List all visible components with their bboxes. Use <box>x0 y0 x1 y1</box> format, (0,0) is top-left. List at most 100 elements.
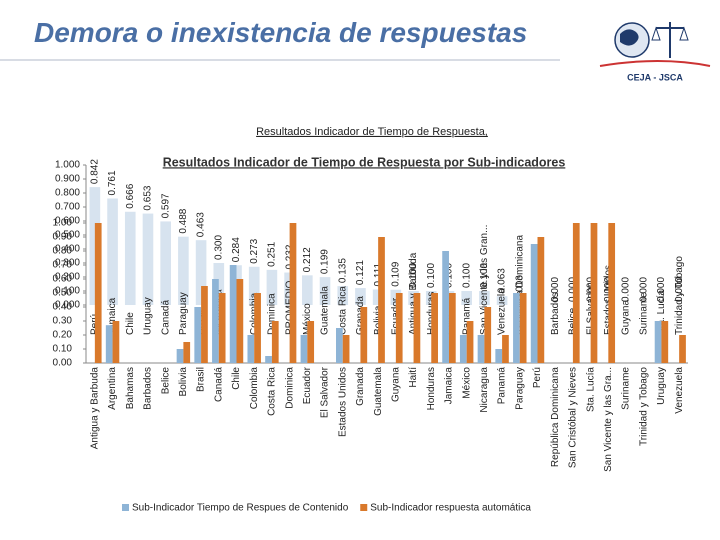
x-tick-label: Paraguay <box>514 367 525 410</box>
y-tick-label: 0.600 <box>55 216 80 227</box>
y-tick-label: 0.100 <box>55 286 80 297</box>
bar <box>661 321 669 363</box>
data-label: 0.463 <box>196 212 207 237</box>
bar <box>378 237 385 363</box>
y-tick-label: 0.900 <box>55 174 80 185</box>
x-tick-label: Argentina <box>107 367 118 410</box>
bar <box>459 335 467 363</box>
data-label: 0.273 <box>249 238 260 263</box>
bar <box>319 277 331 305</box>
bar <box>448 293 456 363</box>
bar <box>94 223 102 363</box>
data-label: 0.000 <box>656 277 667 302</box>
y-tick-label: 0.00 <box>53 358 73 369</box>
bar <box>495 349 503 363</box>
bar <box>342 335 350 363</box>
data-label: 0.666 <box>125 183 136 208</box>
data-label: 0.000 <box>550 277 561 302</box>
legend-swatch <box>360 504 368 511</box>
bar <box>266 269 278 305</box>
x-tick-label: Panamá <box>497 367 508 405</box>
data-label: 0.842 <box>89 159 100 184</box>
x-tick-label: Guatemala <box>373 367 384 416</box>
y-tick-label: 0.200 <box>55 272 80 283</box>
data-label: 0.000 <box>638 277 649 302</box>
x-tick-label: Barbados <box>143 367 154 410</box>
bar <box>89 187 101 305</box>
bar <box>124 211 136 305</box>
y-tick-label: 0.40 <box>53 302 73 313</box>
data-label: 0.100 <box>426 263 437 288</box>
x-tick-label: Suriname <box>621 367 632 410</box>
data-label: 0.199 <box>320 249 331 274</box>
y-tick-label: 0.30 <box>53 316 73 327</box>
data-label: 0.100 <box>408 263 419 288</box>
x-tick-label: Bahamas <box>125 367 136 409</box>
bar <box>254 293 261 363</box>
bar <box>442 251 449 363</box>
bar <box>513 293 520 363</box>
x-tick-label: Bolivia <box>178 367 189 397</box>
bar-category-label: Sta. Lucía <box>656 290 667 335</box>
slide-title: Demora o inexistencia de respuestas <box>34 17 527 48</box>
bar <box>247 335 255 363</box>
bar <box>337 286 349 305</box>
data-label: 0.100 <box>479 263 490 288</box>
y-tick-label: 0.20 <box>53 330 73 341</box>
bar <box>307 321 315 363</box>
y-tick-label: 0.90 <box>53 232 73 243</box>
x-tick-label: Venezuela <box>674 367 685 414</box>
x-tick-label: Antigua y Barbuda <box>89 367 100 450</box>
bar-category-label: Panamá <box>461 297 472 335</box>
bar-category-label: Barbados <box>550 292 561 335</box>
chart-title: Resultados Indicador de Tiempo de Respue… <box>256 126 488 138</box>
data-label: 0.597 <box>160 193 171 218</box>
y-tick-label: 0.300 <box>55 258 80 269</box>
y-tick-label: 0.60 <box>53 274 73 285</box>
bar <box>355 288 366 305</box>
y-tick-label: 1.00 <box>53 218 73 229</box>
x-tick-label: Brasil <box>196 367 207 392</box>
y-tick-label: 0.000 <box>55 300 80 311</box>
bar <box>461 291 472 305</box>
y-tick-label: 0.10 <box>53 344 73 355</box>
x-tick-label: El Salvador <box>320 366 331 418</box>
data-label: 0.300 <box>213 235 224 260</box>
x-tick-label: Haití <box>408 367 419 388</box>
x-tick-label: Belice <box>160 367 171 395</box>
bar <box>302 275 313 305</box>
chart-title: Resultados Indicador de Tiempo de Respue… <box>163 155 566 169</box>
data-label: 0.063 <box>497 268 508 293</box>
bar <box>142 213 154 305</box>
data-label: 0.761 <box>107 170 118 195</box>
bar <box>336 328 343 363</box>
data-label: 0.109 <box>390 261 401 286</box>
y-tick-label: 0.50 <box>53 288 73 299</box>
bar <box>105 325 113 363</box>
x-tick-label: Granada <box>355 367 366 406</box>
bar <box>107 198 118 305</box>
bar <box>195 240 207 305</box>
data-label: 0.000 <box>621 277 632 302</box>
x-tick-label: Guyana <box>390 367 401 402</box>
data-label: 0.284 <box>231 237 242 262</box>
legend-swatch <box>122 504 129 511</box>
bar-category-label: Chile <box>125 312 136 335</box>
bar <box>590 223 598 363</box>
data-label: 0.135 <box>337 258 348 283</box>
bar <box>265 356 272 363</box>
x-tick-label: Canadá <box>213 367 224 402</box>
x-tick-label: San Vicente y las Gra... <box>603 367 614 472</box>
bar <box>229 265 237 363</box>
bar <box>572 223 580 363</box>
bar-category-label: Guatemala <box>320 286 331 335</box>
x-tick-label: Trinidad y Tobago <box>638 367 649 446</box>
bar <box>654 321 662 363</box>
bar <box>502 335 509 363</box>
bar <box>477 335 485 363</box>
bar-category-label: Uruguay <box>143 297 154 335</box>
x-tick-label: Nicaragua <box>479 367 490 413</box>
data-label: 0.100 <box>444 263 455 288</box>
data-label: 0.100 <box>461 263 472 288</box>
